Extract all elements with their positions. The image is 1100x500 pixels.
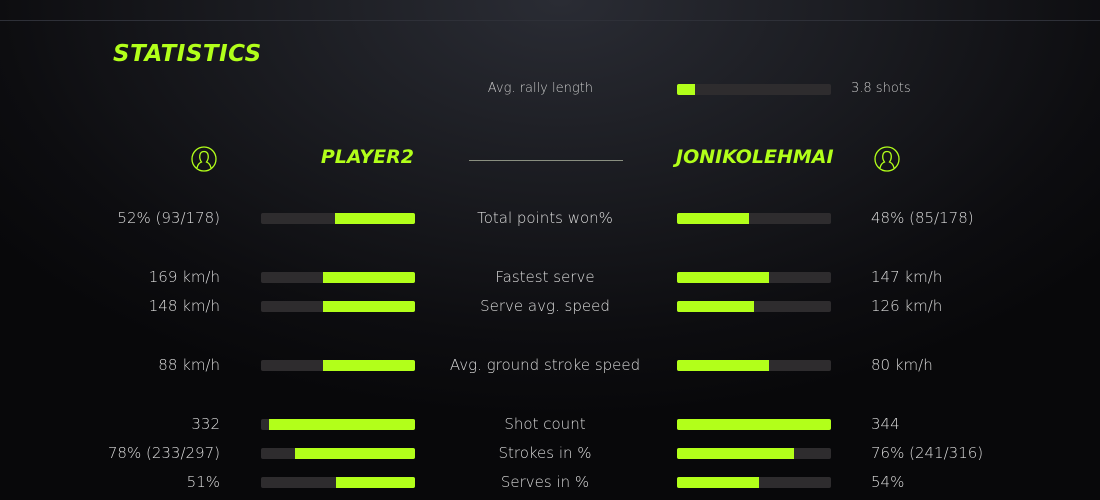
top-divider — [0, 20, 1100, 21]
stat-left-bar — [261, 419, 415, 430]
stat-label: Avg. ground stroke speed — [449, 356, 641, 374]
stat-right-value: 76% (241/316) — [871, 444, 984, 462]
player-left-name: PLAYER2 — [320, 146, 414, 168]
page-title: STATISTICS — [113, 41, 262, 67]
stat-left-bar-fill — [268, 419, 415, 430]
rally-label: Avg. rally length — [487, 81, 593, 96]
stat-right-bar — [677, 477, 831, 488]
stat-right-value: 126 km/h — [871, 297, 943, 315]
user-circle-icon — [874, 146, 900, 172]
stat-left-bar-fill — [334, 213, 415, 224]
stat-label: Serve avg. speed — [480, 297, 610, 315]
stat-right-bar-fill — [677, 360, 770, 371]
stat-right-bar-fill — [677, 419, 831, 430]
stat-left-bar — [261, 301, 415, 312]
stat-right-bar — [677, 448, 831, 459]
stat-label: Serves in % — [500, 473, 590, 491]
stat-left-bar — [261, 448, 415, 459]
stat-right-bar — [677, 301, 831, 312]
stat-right-bar-fill — [677, 301, 754, 312]
stat-left-bar-fill — [322, 301, 415, 312]
stat-right-bar-fill — [677, 272, 770, 283]
stat-right-bar — [677, 419, 831, 430]
stat-right-bar-fill — [677, 448, 795, 459]
stat-label: Fastest serve — [495, 268, 595, 286]
stat-right-value: 54% — [871, 473, 905, 491]
stat-label: Total points won% — [477, 209, 613, 227]
stat-right-value: 80 km/h — [871, 356, 933, 374]
stat-right-bar-fill — [677, 213, 750, 224]
stat-right-value: 48% (85/178) — [871, 209, 974, 227]
stat-left-value: 148 km/h — [148, 297, 220, 315]
stat-left-value: 332 — [191, 415, 220, 433]
user-circle-icon — [191, 146, 217, 172]
stat-left-value: 88 km/h — [158, 356, 220, 374]
stat-left-value: 52% (93/178) — [117, 209, 220, 227]
stat-left-bar — [261, 477, 415, 488]
stat-label: Shot count — [504, 415, 586, 433]
stat-left-bar-fill — [294, 448, 415, 459]
stat-left-bar-fill — [322, 360, 415, 371]
stat-label: Strokes in % — [498, 444, 592, 462]
stat-right-bar — [677, 213, 831, 224]
stat-left-bar — [261, 360, 415, 371]
player-right-name: JONIKOLEHMAI — [676, 146, 834, 168]
rally-bar-fill — [677, 84, 696, 95]
stat-right-bar — [677, 272, 831, 283]
stat-left-value: 51% — [186, 473, 220, 491]
stat-left-bar — [261, 272, 415, 283]
stat-right-bar-fill — [677, 477, 759, 488]
stat-right-value: 147 km/h — [871, 268, 943, 286]
stat-left-bar-fill — [322, 272, 415, 283]
stat-left-bar-fill — [336, 477, 415, 488]
stat-left-bar — [261, 213, 415, 224]
stat-right-value: 344 — [871, 415, 900, 433]
header-separator — [469, 160, 623, 161]
stat-right-bar — [677, 360, 831, 371]
stat-left-value: 78% (233/297) — [107, 444, 220, 462]
rally-value: 3.8 shots — [851, 81, 911, 96]
rally-bar — [677, 84, 831, 95]
stat-left-value: 169 km/h — [148, 268, 220, 286]
